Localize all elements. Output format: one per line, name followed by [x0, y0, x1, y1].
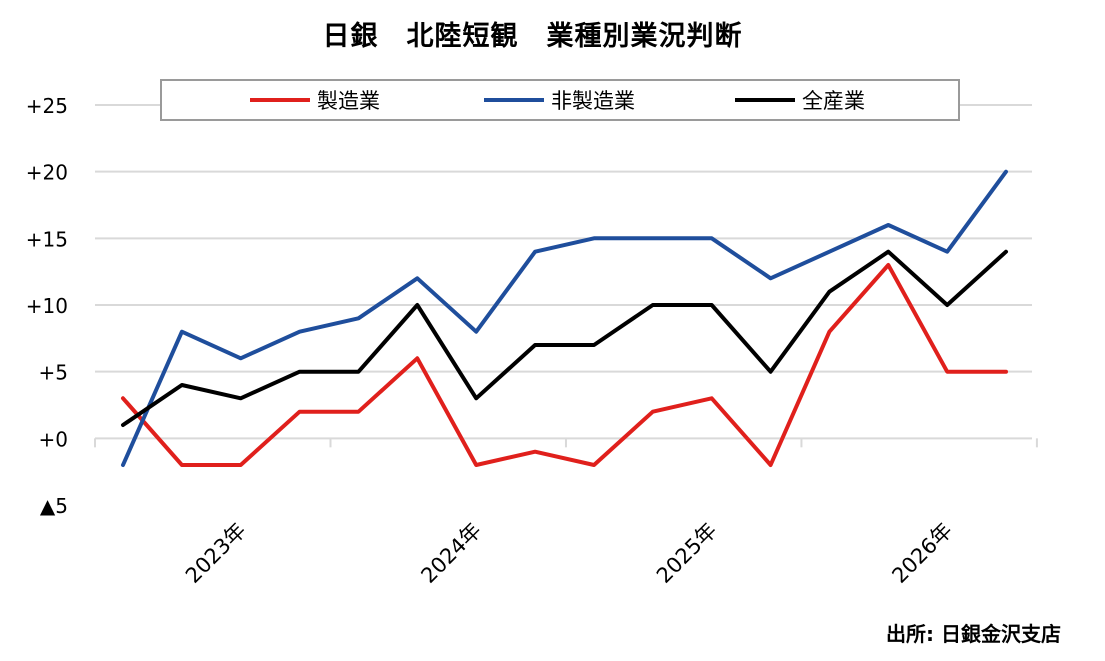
data-point [415, 303, 419, 307]
y-tick-label: +15 [26, 227, 68, 251]
data-point [180, 383, 184, 387]
data-point [239, 463, 243, 467]
data-point [651, 303, 655, 307]
y-tick-label: ▲5 [40, 494, 68, 518]
data-point [886, 263, 890, 267]
data-point [769, 276, 773, 280]
data-point [592, 236, 596, 240]
data-point [769, 370, 773, 374]
data-point [1004, 250, 1008, 254]
data-point [592, 463, 596, 467]
data-point [945, 250, 949, 254]
x-axis-tick-labels: 2023年 2024年 2025年 2026年 [181, 518, 957, 588]
y-tick-label: +10 [26, 294, 68, 318]
series-0 [121, 263, 1008, 467]
data-point [298, 330, 302, 334]
legend-label: 製造業 [317, 89, 380, 113]
data-point [239, 396, 243, 400]
data-point [827, 250, 831, 254]
x-axis [94, 437, 1038, 448]
data-point [356, 370, 360, 374]
data-point [827, 290, 831, 294]
data-point [710, 396, 714, 400]
data-point [474, 330, 478, 334]
data-point [415, 356, 419, 360]
data-point [945, 370, 949, 374]
legend-label: 全産業 [802, 89, 865, 113]
data-point [356, 410, 360, 414]
data-point [298, 410, 302, 414]
data-point [710, 236, 714, 240]
data-point [710, 303, 714, 307]
data-point [945, 303, 949, 307]
data-point [533, 450, 537, 454]
x-tick-label: 2026年 [887, 518, 957, 588]
data-point [769, 463, 773, 467]
data-point [180, 463, 184, 467]
chart-title: 日銀 北陸短観 業種別業況判断 [322, 21, 743, 52]
x-tick-label: 2025年 [652, 518, 722, 588]
y-tick-label: +0 [39, 427, 68, 451]
gridlines [95, 104, 1032, 373]
series-line [121, 263, 1008, 467]
data-point [1004, 170, 1008, 174]
y-tick-label: +25 [26, 94, 68, 118]
series-line [121, 169, 1008, 467]
y-tick-label: +20 [26, 161, 68, 185]
data-point [239, 356, 243, 360]
data-point [1004, 370, 1008, 374]
series-2 [121, 249, 1008, 427]
y-axis-tick-labels: +25 +20 +15 +10 +5 +0 ▲5 [26, 94, 68, 518]
data-point [886, 250, 890, 254]
data-point [356, 316, 360, 320]
series-lines [121, 169, 1008, 467]
data-point [651, 236, 655, 240]
data-point [533, 343, 537, 347]
data-point [121, 463, 125, 467]
x-tick-label: 2024年 [416, 518, 486, 588]
data-point [886, 223, 890, 227]
data-point [592, 343, 596, 347]
data-point [474, 463, 478, 467]
data-point [827, 330, 831, 334]
legend: 製造業 非製造業 全産業 [160, 79, 960, 121]
source-note: 出所: 日銀金沢支店 [886, 622, 1061, 646]
data-point [415, 276, 419, 280]
series-line [121, 249, 1008, 427]
legend-label: 非製造業 [551, 89, 635, 113]
y-tick-label: +5 [39, 361, 68, 385]
data-point [121, 423, 125, 427]
data-point [121, 396, 125, 400]
data-point [474, 396, 478, 400]
data-point [298, 370, 302, 374]
data-point [180, 330, 184, 334]
data-point [651, 410, 655, 414]
x-tick-label: 2023年 [181, 518, 251, 588]
data-point [533, 250, 537, 254]
series-1 [121, 169, 1008, 467]
